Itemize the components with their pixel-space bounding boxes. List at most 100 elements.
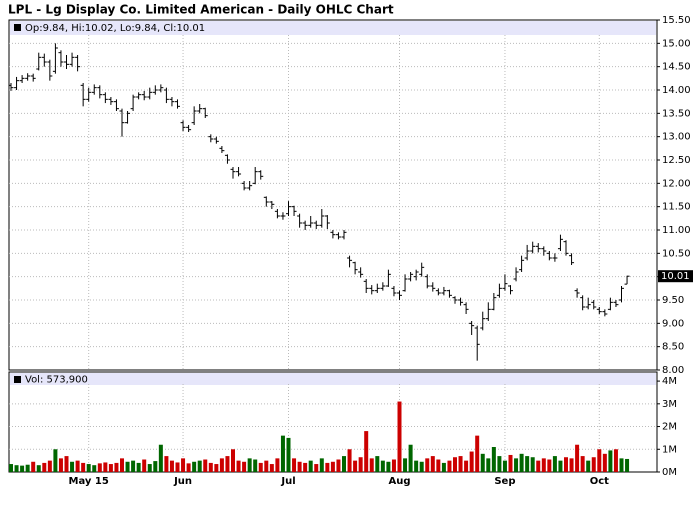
volume-bar bbox=[86, 464, 91, 472]
volume-bar bbox=[9, 464, 13, 472]
volume-bar bbox=[269, 464, 274, 472]
volume-bar bbox=[514, 458, 519, 472]
volume-bar bbox=[219, 458, 224, 472]
volume-bar bbox=[530, 457, 535, 472]
volume-panel bbox=[8, 371, 658, 473]
y-tick-label: 13.50 bbox=[662, 108, 691, 119]
volume-bar bbox=[314, 464, 319, 472]
volume-bar bbox=[353, 460, 358, 472]
volume-bar bbox=[564, 457, 568, 472]
volume-bar bbox=[136, 462, 141, 472]
volume-bar bbox=[414, 460, 419, 472]
volume-bar bbox=[208, 462, 213, 472]
volume-bar bbox=[108, 464, 113, 472]
volume-bar bbox=[247, 458, 252, 472]
volume-bar bbox=[497, 456, 502, 472]
volume-bar bbox=[369, 458, 374, 472]
y-tick-label: 11.00 bbox=[662, 225, 691, 236]
volume-bar bbox=[20, 465, 25, 472]
volume-bar bbox=[464, 460, 469, 472]
volume-bar bbox=[181, 458, 186, 472]
volume-bar bbox=[203, 459, 208, 472]
volume-bar bbox=[613, 449, 618, 472]
volume-bar bbox=[364, 431, 369, 472]
volume-bar bbox=[125, 461, 130, 472]
volume-bar bbox=[58, 458, 63, 472]
y-tick-label: 10.50 bbox=[662, 248, 691, 259]
volume-bar bbox=[502, 460, 507, 472]
y2-tick-label: 2M bbox=[662, 422, 677, 433]
y-tick-label: 15.50 bbox=[662, 15, 691, 26]
volume-swatch bbox=[14, 376, 21, 383]
volume-bar bbox=[14, 465, 19, 472]
volume-bar bbox=[131, 460, 136, 472]
volume-bar bbox=[519, 453, 524, 472]
volume-bar bbox=[242, 461, 247, 472]
volume-bar bbox=[558, 460, 563, 472]
y-tick-label: 12.50 bbox=[662, 155, 691, 166]
volume-bar bbox=[120, 458, 124, 472]
volume-bar bbox=[147, 464, 152, 472]
price-panel bbox=[8, 19, 658, 371]
volume-bar bbox=[92, 465, 97, 472]
volume-bar bbox=[186, 463, 191, 472]
plot: 8.008.509.009.5010.0010.5011.0011.5012.0… bbox=[8, 15, 693, 487]
volume-bar bbox=[408, 444, 413, 472]
volume-bar bbox=[164, 456, 169, 472]
volume-bar bbox=[31, 461, 36, 472]
volume-bar bbox=[419, 461, 424, 472]
volume-bar bbox=[114, 462, 119, 472]
volume-bar bbox=[447, 460, 452, 472]
volume-bar bbox=[70, 461, 75, 472]
volume-bar bbox=[153, 461, 158, 472]
volume-bar bbox=[358, 457, 363, 472]
y-tick-label: 9.00 bbox=[662, 318, 684, 329]
volume-bar bbox=[158, 444, 163, 472]
volume-bar bbox=[258, 462, 263, 472]
volume-bar bbox=[297, 461, 302, 472]
volume-bar bbox=[591, 457, 596, 472]
x-tick-label: Aug bbox=[388, 476, 410, 487]
last-price-label: 10.01 bbox=[661, 271, 690, 282]
volume-bar bbox=[375, 456, 380, 472]
volume-bar bbox=[475, 435, 480, 472]
volume-bar bbox=[36, 465, 41, 472]
legend-text: Op:9.84, Hi:10.02, Lo:9.84, Cl:10.01 bbox=[25, 23, 205, 34]
volume-bar bbox=[319, 458, 324, 472]
y2-tick-label: 1M bbox=[662, 444, 677, 455]
y-tick-label: 8.50 bbox=[662, 342, 684, 353]
volume-bar bbox=[625, 458, 630, 472]
x-tick-label: Oct bbox=[590, 476, 609, 487]
volume-bar bbox=[480, 453, 485, 472]
volume-bar bbox=[264, 460, 269, 472]
x-tick-label: Jun bbox=[173, 476, 192, 487]
volume-text: Vol: 573,900 bbox=[25, 375, 88, 386]
volume-bar bbox=[42, 462, 47, 472]
volume-bar bbox=[552, 456, 557, 472]
volume-bar bbox=[225, 456, 230, 472]
volume-bar bbox=[608, 450, 613, 472]
volume-bar bbox=[175, 462, 180, 472]
volume-bar bbox=[197, 460, 202, 472]
y-tick-label: 9.50 bbox=[662, 295, 684, 306]
volume-bar bbox=[142, 459, 147, 472]
volume-bar bbox=[236, 460, 241, 472]
chart-title: LPL - Lg Display Co. Limited American - … bbox=[8, 3, 394, 17]
volume-bar bbox=[441, 462, 446, 472]
volume-bar bbox=[97, 463, 102, 472]
volume-bar bbox=[391, 459, 396, 472]
volume-bar bbox=[325, 462, 330, 472]
y-tick-label: 14.00 bbox=[662, 85, 691, 96]
volume-bar bbox=[458, 456, 463, 472]
y-tick-label: 12.00 bbox=[662, 178, 691, 189]
volume-bar bbox=[47, 460, 52, 472]
volume-bar bbox=[397, 401, 402, 472]
volume-bar bbox=[536, 460, 541, 472]
volume-bar bbox=[436, 459, 441, 472]
y-tick-label: 15.00 bbox=[662, 38, 691, 49]
volume-bar bbox=[580, 456, 585, 472]
volume-bar bbox=[380, 460, 385, 472]
volume-bar bbox=[425, 458, 430, 472]
volume-bar bbox=[253, 459, 258, 472]
